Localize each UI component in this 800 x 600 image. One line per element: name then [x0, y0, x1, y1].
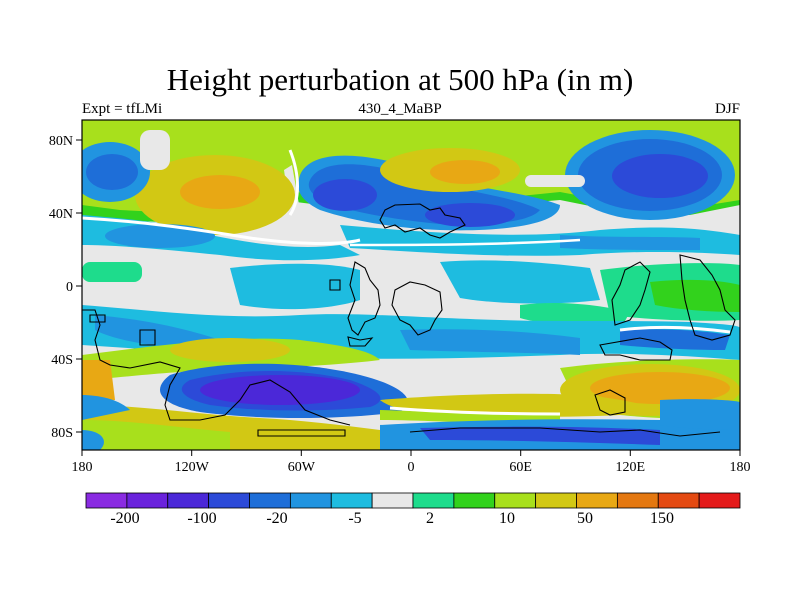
colorbar-swatch — [616, 492, 659, 509]
x-tick-label: 0 — [408, 460, 415, 475]
colorbar-swatch — [85, 492, 128, 509]
colorbar-swatch — [249, 492, 291, 509]
colorbar-swatch — [371, 492, 414, 509]
colorbar-swatch — [657, 492, 700, 509]
experiment-label: Expt = tfLMi — [82, 101, 163, 117]
colorbar-swatch — [289, 492, 332, 509]
figure-title: Height perturbation at 500 hPa (in m) — [166, 62, 634, 97]
y-tick-label: 40N — [49, 207, 73, 222]
colorbar-swatch — [453, 492, 496, 509]
colorbar — [85, 492, 741, 509]
x-tick-label: 120E — [616, 460, 646, 475]
colorbar-label: -5 — [348, 510, 361, 527]
colorbar-label: 2 — [426, 510, 434, 527]
colorbar-label: -20 — [266, 510, 287, 527]
coastlines — [82, 203, 736, 437]
x-axis-labels: 180 120W 60W 0 60E 120E 180 — [72, 460, 751, 475]
y-tick-label: 40S — [51, 353, 73, 368]
x-tick-label: 60W — [288, 460, 316, 475]
colorbar-swatch — [412, 492, 455, 509]
colorbar-label: 10 — [499, 510, 515, 527]
x-tick-label: 60E — [509, 460, 532, 475]
colorbar-labels: -200 -100 -20 -5 2 10 50 150 — [110, 510, 674, 527]
y-tick-label: 80S — [51, 426, 73, 441]
colorbar-label: 50 — [577, 510, 593, 527]
y-tick-label: 0 — [66, 280, 73, 295]
colorbar-swatch — [167, 492, 210, 509]
height-field — [82, 120, 740, 450]
colorbar-swatch — [535, 492, 577, 509]
case-label: 430_4_MaBP — [358, 101, 442, 117]
colorbar-swatch — [494, 492, 537, 509]
x-tick-label: 180 — [730, 460, 751, 475]
y-tick-label: 80N — [49, 134, 73, 149]
colorbar-swatch — [126, 492, 169, 509]
colorbar-label: 150 — [650, 510, 674, 527]
x-tick-label: 180 — [72, 460, 93, 475]
colorbar-swatch — [698, 492, 741, 509]
season-label: DJF — [714, 101, 740, 117]
colorbar-label: -200 — [110, 510, 139, 527]
x-tick-label: 120W — [175, 460, 210, 475]
axis-ticks — [76, 139, 741, 456]
y-axis-labels: 80N 40N 0 40S 80S — [49, 134, 73, 441]
colorbar-swatch — [208, 492, 250, 509]
colorbar-swatch — [576, 492, 618, 509]
colorbar-label: -100 — [187, 510, 216, 527]
colorbar-swatch — [330, 492, 373, 509]
